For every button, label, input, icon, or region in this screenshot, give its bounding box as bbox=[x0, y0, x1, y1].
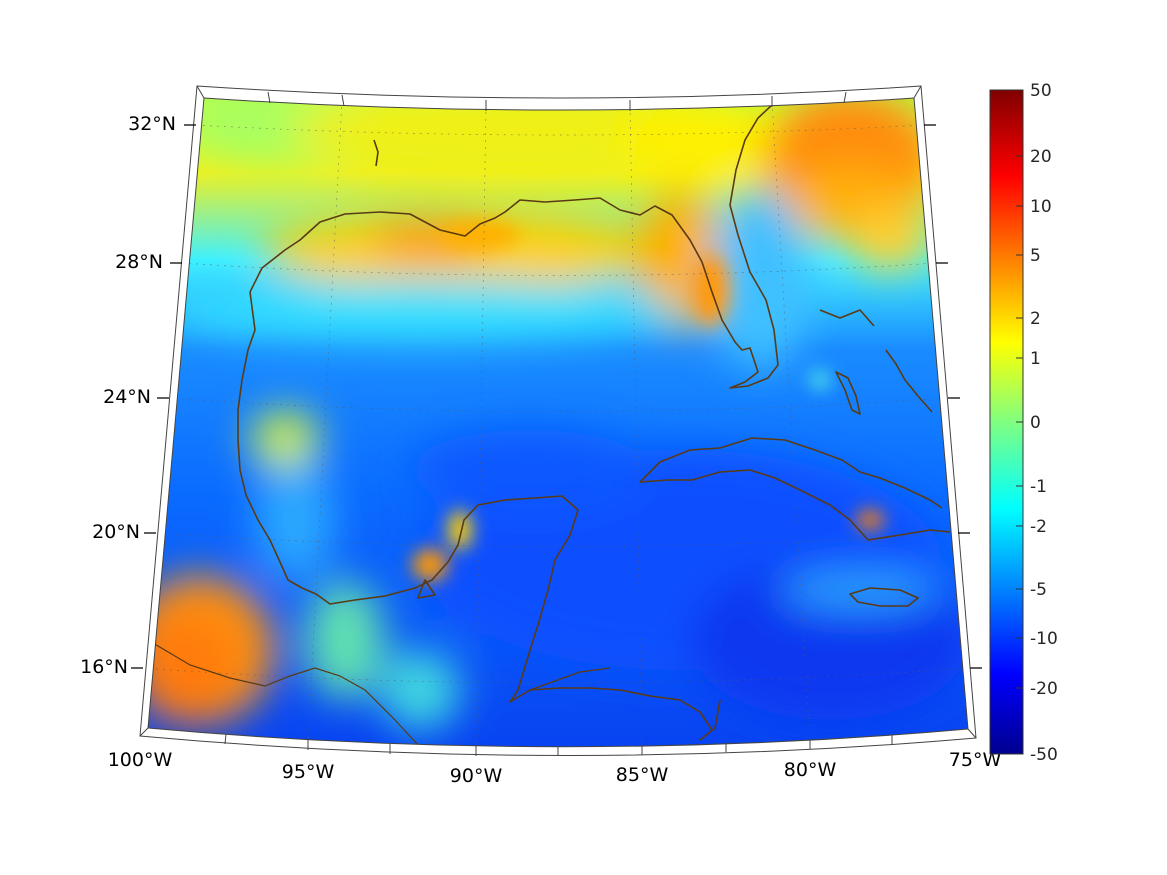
colorbar-label-neg1: -1 bbox=[1030, 477, 1047, 497]
colorbar-label-20: 20 bbox=[1030, 147, 1052, 167]
latitude-labels: 32°N 28°N 24°N 20°N 16°N bbox=[80, 113, 176, 678]
colorbar-label-neg5: -5 bbox=[1030, 580, 1047, 600]
lat-label-16n: 16°N bbox=[80, 656, 128, 678]
colorbar-label-neg10: -10 bbox=[1030, 629, 1058, 649]
longitude-labels: 100°W 95°W 90°W 85°W 80°W 75°W bbox=[108, 749, 1002, 787]
colorbar-label-2: 2 bbox=[1030, 309, 1041, 329]
lon-label-90w: 90°W bbox=[450, 765, 503, 787]
colorbar-label-0: 0 bbox=[1030, 413, 1041, 433]
lon-label-85w: 85°W bbox=[616, 764, 669, 786]
lon-label-80w: 80°W bbox=[784, 759, 837, 781]
lat-label-32n: 32°N bbox=[128, 113, 176, 135]
lat-label-28n: 28°N bbox=[115, 251, 163, 273]
lat-label-24n: 24°N bbox=[103, 386, 151, 408]
lon-label-100w: 100°W bbox=[108, 749, 173, 771]
map-frame bbox=[131, 85, 982, 757]
colorbar: 50 20 10 5 2 1 0 -1 -2 -5 -10 -20 -50 bbox=[989, 81, 1058, 765]
coastlines bbox=[148, 104, 951, 746]
map-data-field bbox=[148, 98, 968, 747]
lon-label-95w: 95°W bbox=[282, 761, 335, 783]
lon-label-75w: 75°W bbox=[949, 749, 1002, 771]
colorbar-label-neg50: -50 bbox=[1030, 745, 1058, 765]
colorbar-label-neg20: -20 bbox=[1030, 679, 1058, 699]
colorbar-label-1: 1 bbox=[1030, 349, 1041, 369]
colorbar-label-50: 50 bbox=[1030, 81, 1052, 101]
colorbar-label-neg2: -2 bbox=[1030, 517, 1047, 537]
colorbar-label-10: 10 bbox=[1030, 197, 1052, 217]
colorbar-label-5: 5 bbox=[1030, 246, 1041, 266]
lat-label-20n: 20°N bbox=[92, 521, 140, 543]
